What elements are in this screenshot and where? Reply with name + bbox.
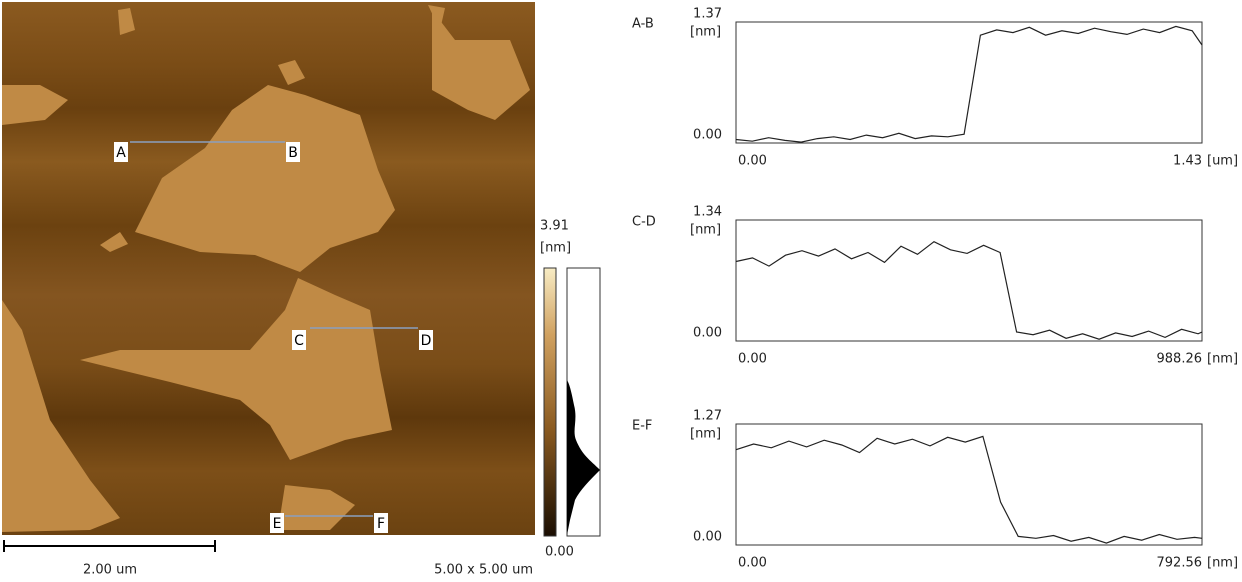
colorbar: 3.91 [nm] 0.00 (540, 219, 601, 560)
colorbar-max: 3.91 (540, 219, 569, 234)
x-tick-label: 792.56 (1157, 556, 1203, 571)
y-tick-label: 0.00 (693, 128, 722, 143)
marker-box (419, 330, 433, 350)
x-unit: [um] (1207, 154, 1238, 169)
x-tick-label: 1.43 (1173, 154, 1202, 169)
chart-title: C-D (632, 215, 656, 230)
flakes (2, 5, 530, 532)
marker-box (292, 330, 306, 350)
plot-frame (735, 423, 1203, 546)
afm-image: A B C D E F (2, 2, 535, 535)
y-tick-label: 0.00 (693, 530, 722, 545)
chart-title: A-B (632, 17, 654, 32)
y-unit: [nm] (690, 427, 721, 442)
x-unit: [nm] (1207, 556, 1238, 571)
marker-label: D (421, 333, 432, 349)
profile-line (735, 435, 1203, 544)
colorbar-min: 0.00 (545, 545, 574, 560)
marker-label: E (273, 516, 282, 532)
x-tick-label: 0.00 (738, 154, 767, 169)
plot-frame (735, 219, 1203, 342)
marker-label: B (288, 145, 298, 161)
marker-box (114, 142, 128, 162)
marker-box (374, 513, 388, 533)
scale-bar: 2.00 um 5.00 x 5.00 um (3, 540, 533, 578)
x-unit: [nm] (1207, 352, 1238, 367)
marker-box (286, 142, 300, 162)
y-tick-label: 1.27 (693, 409, 722, 424)
profiles: A-B [nm] 0.00 1.37 0.00 1.43 [um] C-D [nm] 0.00 1.… (632, 7, 1238, 571)
x-tick-label: 988.26 (1157, 352, 1203, 367)
marker-label: F (377, 516, 385, 532)
marker-label: C (294, 333, 304, 349)
chart-title: E-F (632, 419, 652, 434)
profile-line (735, 240, 1203, 340)
y-tick-label: 1.37 (693, 7, 722, 22)
y-unit: [nm] (690, 223, 721, 238)
marker-box (270, 513, 284, 533)
colorbar-unit: [nm] (540, 241, 571, 256)
image-size-label: 5.00 x 5.00 um (434, 563, 533, 578)
profile-line (735, 25, 1203, 143)
y-unit: [nm] (690, 25, 721, 40)
marker-label: A (116, 145, 126, 161)
plot-frame (735, 21, 1203, 144)
x-tick-label: 0.00 (738, 352, 767, 367)
x-tick-label: 0.00 (738, 556, 767, 571)
scale-bar-label: 2.00 um (83, 563, 137, 578)
y-tick-label: 0.00 (693, 326, 722, 341)
y-tick-label: 1.34 (693, 205, 722, 220)
